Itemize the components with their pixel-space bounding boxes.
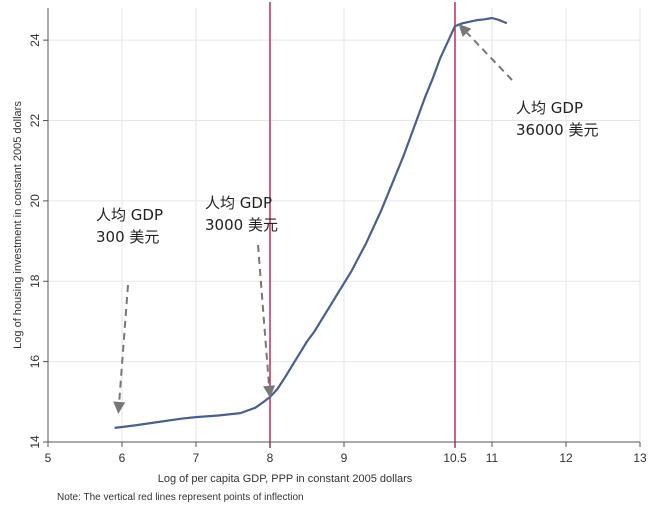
y-tick-label: 14 <box>28 435 42 449</box>
grid <box>47 8 641 443</box>
x-tick-label: 12 <box>559 451 573 465</box>
annotation-label: 人均 GDP <box>96 206 163 224</box>
x-tick-label: 10.5 <box>443 451 467 465</box>
inflection-lines <box>269 2 456 448</box>
chart-note: Note: The vertical red lines represent p… <box>57 492 304 503</box>
x-tick-label: 13 <box>633 451 647 465</box>
y-tick-label: 16 <box>28 355 42 369</box>
annotation-arrowhead <box>458 24 472 37</box>
x-tick-label: 9 <box>341 451 348 465</box>
annotation-label: 300 美元 <box>96 228 159 246</box>
annotation-arrowhead <box>263 385 276 398</box>
x-tick-label: 7 <box>193 451 200 465</box>
series <box>114 16 508 429</box>
annotation-arrowhead <box>113 401 126 414</box>
annotation-label: 人均 GDP <box>205 194 272 212</box>
x-tick-label: 5 <box>45 451 52 465</box>
annotation-arrow <box>118 284 129 402</box>
x-tick-label: 8 <box>267 451 274 465</box>
annotation-arrow <box>257 244 271 386</box>
x-axis-label: Log of per capita GDP, PPP in constant 2… <box>158 473 413 485</box>
x-tick-label: 6 <box>119 451 126 465</box>
y-axis-label: Log of housing investment in constant 20… <box>12 101 24 349</box>
y-tick-label: 24 <box>28 33 42 47</box>
y-tick-label: 22 <box>28 114 42 128</box>
annotation-label: 人均 GDP <box>516 99 583 117</box>
y-tick-label: 20 <box>28 194 42 208</box>
annotation-label: 36000 美元 <box>516 121 599 139</box>
series-line <box>114 16 508 429</box>
y-tick-label: 18 <box>28 274 42 288</box>
x-tick-label: 11 <box>486 451 499 465</box>
annotation-arrow <box>466 32 513 81</box>
axes: 5 6 7 8 9 10.5 11 12 13 14 16 18 20 22 24 <box>28 8 647 465</box>
annotation-label: 3000 美元 <box>205 216 278 234</box>
